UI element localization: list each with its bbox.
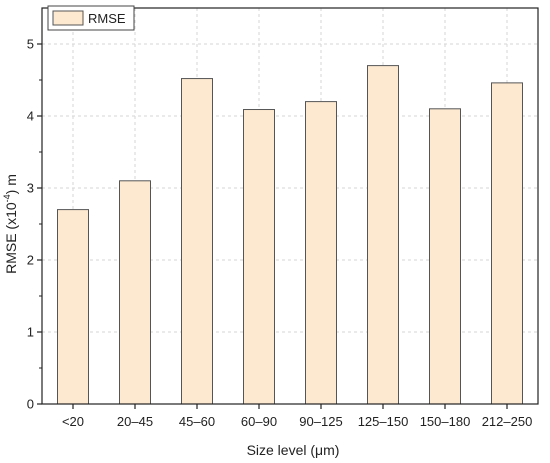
y-tick-label: 1 xyxy=(27,325,34,340)
x-tick-label: 20–45 xyxy=(117,414,153,429)
legend-label-rmse: RMSE xyxy=(88,11,126,26)
plot-frame xyxy=(41,7,539,405)
bar xyxy=(491,82,523,405)
bar xyxy=(305,101,337,405)
legend-swatch xyxy=(52,10,84,26)
x-tick-label: 60–90 xyxy=(241,414,277,429)
y-axis-title-exponent: -4 xyxy=(2,194,12,202)
bar xyxy=(57,209,89,405)
y-axis-title: RMSE (x10-4) m xyxy=(2,174,19,274)
x-tick-label: 45–60 xyxy=(179,414,215,429)
legend: RMSE xyxy=(47,5,135,31)
bar xyxy=(119,180,151,405)
axes xyxy=(37,7,539,409)
bars xyxy=(57,65,523,405)
bar xyxy=(243,109,275,405)
tick-labels: 0 1 2 3 4 5 <20 20–45 45–60 60–90 90–125 125–150 150… xyxy=(27,37,533,430)
y-tick-label: 4 xyxy=(27,109,34,124)
x-tick-label: 150–180 xyxy=(420,414,471,429)
y-axis-title-tail: ) m xyxy=(3,174,19,194)
bar xyxy=(429,108,461,405)
x-tick-label: 212–250 xyxy=(482,414,533,429)
bar xyxy=(181,78,213,405)
y-tick-label: 0 xyxy=(27,397,34,412)
y-tick-label: 5 xyxy=(27,37,34,52)
x-axis-title: Size level (μm) xyxy=(247,442,340,458)
bar xyxy=(367,65,399,405)
grid-lines xyxy=(42,8,538,404)
y-axis-title-base: RMSE (x10 xyxy=(3,202,19,274)
x-tick-label: 125–150 xyxy=(358,414,409,429)
x-tick-label: 90–125 xyxy=(299,414,342,429)
x-tick-label: <20 xyxy=(62,414,84,429)
y-tick-label: 3 xyxy=(27,181,34,196)
y-tick-label: 2 xyxy=(27,253,34,268)
